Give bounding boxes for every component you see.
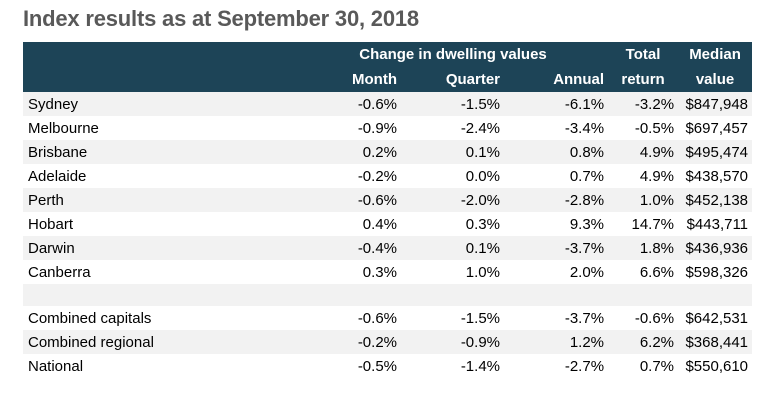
annual-cell: -3.4% xyxy=(504,116,609,140)
region-cell: Adelaide xyxy=(23,164,298,188)
table-row: Combined regional -0.2% -0.9% 1.2% 6.2% … xyxy=(23,330,753,354)
spacer-row xyxy=(23,284,753,306)
annual-cell: 1.2% xyxy=(504,330,609,354)
spacer-cell xyxy=(23,284,753,306)
table-row: Adelaide -0.2% 0.0% 0.7% 4.9% $438,570 xyxy=(23,164,753,188)
annual-cell: 2.0% xyxy=(504,260,609,284)
month-cell: -0.5% xyxy=(298,354,401,378)
month-cell: -0.9% xyxy=(298,116,401,140)
total-return-cell: -0.6% xyxy=(608,306,679,330)
header-median-line2: value xyxy=(678,67,753,92)
quarter-cell: -2.4% xyxy=(401,116,504,140)
header-blank-cell xyxy=(23,42,298,67)
median-value-cell: $642,531 xyxy=(678,306,753,330)
total-return-cell: 0.7% xyxy=(608,354,679,378)
month-cell: -0.2% xyxy=(298,330,401,354)
annual-cell: -2.8% xyxy=(504,188,609,212)
quarter-cell: 0.3% xyxy=(401,212,504,236)
region-cell: Combined capitals xyxy=(23,306,298,330)
header-month: Month xyxy=(298,67,401,92)
quarter-cell: -2.0% xyxy=(401,188,504,212)
quarter-cell: -1.5% xyxy=(401,92,504,116)
annual-cell: -2.7% xyxy=(504,354,609,378)
table-row: Hobart 0.4% 0.3% 9.3% 14.7% $443,711 xyxy=(23,212,753,236)
quarter-cell: 0.1% xyxy=(401,236,504,260)
median-value-cell: $436,936 xyxy=(678,236,753,260)
page-title: Index results as at September 30, 2018 xyxy=(23,6,419,31)
quarter-cell: -0.9% xyxy=(401,330,504,354)
month-cell: -0.6% xyxy=(298,306,401,330)
quarter-cell: 0.1% xyxy=(401,140,504,164)
annual-cell: -3.7% xyxy=(504,236,609,260)
header-total-line2: return xyxy=(608,67,679,92)
total-return-cell: 1.8% xyxy=(608,236,679,260)
quarter-cell: -1.4% xyxy=(401,354,504,378)
total-return-cell: -3.2% xyxy=(608,92,679,116)
total-return-cell: 4.9% xyxy=(608,164,679,188)
median-value-cell: $495,474 xyxy=(678,140,753,164)
annual-cell: 0.7% xyxy=(504,164,609,188)
header-change-in-dwelling-values: Change in dwelling values xyxy=(298,42,609,67)
table-row: Darwin -0.4% 0.1% -3.7% 1.8% $436,936 xyxy=(23,236,753,260)
region-cell: Darwin xyxy=(23,236,298,260)
total-return-cell: -0.5% xyxy=(608,116,679,140)
month-cell: 0.4% xyxy=(298,212,401,236)
annual-cell: 0.8% xyxy=(504,140,609,164)
region-cell: National xyxy=(23,354,298,378)
median-value-cell: $697,457 xyxy=(678,116,753,140)
region-cell: Canberra xyxy=(23,260,298,284)
quarter-cell: 0.0% xyxy=(401,164,504,188)
region-cell: Perth xyxy=(23,188,298,212)
annual-cell: -6.1% xyxy=(504,92,609,116)
month-cell: -0.6% xyxy=(298,92,401,116)
table-row: Canberra 0.3% 1.0% 2.0% 6.6% $598,326 xyxy=(23,260,753,284)
month-cell: 0.2% xyxy=(298,140,401,164)
median-value-cell: $438,570 xyxy=(678,164,753,188)
quarter-cell: 1.0% xyxy=(401,260,504,284)
median-value-cell: $550,610 xyxy=(678,354,753,378)
total-return-cell: 1.0% xyxy=(608,188,679,212)
table-body: Sydney -0.6% -1.5% -6.1% -3.2% $847,948 … xyxy=(23,92,753,378)
total-return-cell: 6.6% xyxy=(608,260,679,284)
header-annual: Annual xyxy=(504,67,609,92)
region-cell: Combined regional xyxy=(23,330,298,354)
month-cell: -0.6% xyxy=(298,188,401,212)
median-value-cell: $452,138 xyxy=(678,188,753,212)
median-value-cell: $598,326 xyxy=(678,260,753,284)
median-value-cell: $443,711 xyxy=(678,212,753,236)
median-value-cell: $847,948 xyxy=(678,92,753,116)
table-row: Brisbane 0.2% 0.1% 0.8% 4.9% $495,474 xyxy=(23,140,753,164)
annual-cell: -3.7% xyxy=(504,306,609,330)
month-cell: 0.3% xyxy=(298,260,401,284)
region-cell: Melbourne xyxy=(23,116,298,140)
month-cell: -0.2% xyxy=(298,164,401,188)
median-value-cell: $368,441 xyxy=(678,330,753,354)
table-row: Combined capitals -0.6% -1.5% -3.7% -0.6… xyxy=(23,306,753,330)
total-return-cell: 6.2% xyxy=(608,330,679,354)
quarter-cell: -1.5% xyxy=(401,306,504,330)
header-total-line1: Total xyxy=(608,42,679,67)
table-row: Perth -0.6% -2.0% -2.8% 1.0% $452,138 xyxy=(23,188,753,212)
total-return-cell: 4.9% xyxy=(608,140,679,164)
table-header: Change in dwelling values Total Median M… xyxy=(23,42,753,92)
table-row: Melbourne -0.9% -2.4% -3.4% -0.5% $697,4… xyxy=(23,116,753,140)
region-cell: Hobart xyxy=(23,212,298,236)
region-cell: Sydney xyxy=(23,92,298,116)
region-cell: Brisbane xyxy=(23,140,298,164)
header-median-line1: Median xyxy=(678,42,753,67)
header-quarter: Quarter xyxy=(401,67,504,92)
month-cell: -0.4% xyxy=(298,236,401,260)
table-row: Sydney -0.6% -1.5% -6.1% -3.2% $847,948 xyxy=(23,92,753,116)
annual-cell: 9.3% xyxy=(504,212,609,236)
total-return-cell: 14.7% xyxy=(608,212,679,236)
index-results-table: Change in dwelling values Total Median M… xyxy=(23,42,753,378)
table-row: National -0.5% -1.4% -2.7% 0.7% $550,610 xyxy=(23,354,753,378)
header-blank-cell xyxy=(23,67,298,92)
